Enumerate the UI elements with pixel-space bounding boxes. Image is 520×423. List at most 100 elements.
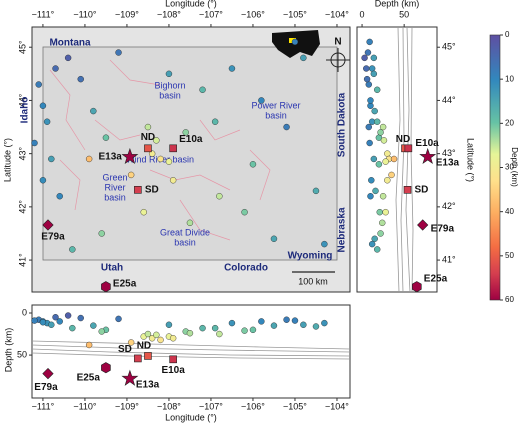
state-label: Utah [101, 263, 123, 274]
event [64, 312, 72, 319]
event [144, 330, 152, 338]
station-label: E10a [179, 134, 203, 145]
basin-label: basin [159, 90, 181, 100]
event [283, 123, 290, 131]
event [69, 324, 76, 332]
event [127, 171, 135, 179]
event [241, 327, 248, 334]
station-marker [121, 147, 139, 165]
event [153, 331, 160, 339]
colorbar-tick-label: 50 [505, 251, 514, 260]
event [321, 319, 328, 327]
event [375, 161, 383, 168]
event [371, 107, 378, 115]
event [85, 155, 93, 163]
event [270, 235, 278, 242]
event [165, 70, 173, 78]
state-label: Idaho [20, 97, 31, 124]
x-tick-label: −109° [115, 401, 139, 411]
event [291, 317, 299, 324]
station-label: ND [141, 132, 155, 143]
event [115, 49, 122, 56]
event [363, 75, 371, 83]
station-label: E79a [431, 224, 455, 235]
moho-lines [395, 26, 414, 293]
event [56, 193, 63, 200]
basin-label: Bighorn [154, 80, 185, 90]
colorbar-tick-label: 30 [505, 163, 514, 172]
y-tick-label: 42° [17, 200, 27, 214]
event [228, 65, 236, 72]
event [90, 107, 97, 115]
x-tick-label: −108° [157, 401, 181, 411]
basin-label: basin [265, 110, 287, 120]
station-label: E10a [415, 138, 439, 149]
colorbar-tick-label: 20 [505, 118, 514, 127]
y-tick-label: 45° [442, 42, 456, 52]
event [370, 54, 378, 62]
x-tick-label: −111° [32, 401, 55, 411]
station-label: SD [118, 344, 132, 355]
event [169, 335, 177, 342]
station-label: E13a [99, 151, 123, 162]
event [249, 326, 257, 334]
x-axis-label: Longitude (°) [165, 412, 217, 422]
event [379, 219, 386, 227]
event [368, 240, 376, 248]
event [140, 208, 147, 216]
x-tick-label: −104° [325, 9, 349, 19]
station-label: SD [415, 184, 429, 195]
y-axis-label: Depth (km) [3, 328, 13, 373]
y-tick-label: 41° [17, 253, 27, 267]
y-tick-label: 41° [442, 254, 456, 264]
y-tick-label: 0 [22, 307, 27, 317]
event [300, 321, 307, 328]
event [365, 123, 372, 131]
event [258, 97, 265, 104]
basin-label: basin [104, 192, 126, 202]
y-tick-label: 42° [442, 201, 456, 211]
station-marker [121, 369, 139, 386]
event [211, 324, 219, 332]
event [366, 38, 373, 46]
station-marker [169, 355, 177, 364]
x-tick-label: −109° [115, 9, 139, 19]
station-marker [134, 354, 142, 363]
event [77, 75, 84, 83]
x-tick-label: 50 [399, 9, 409, 19]
event [169, 177, 177, 184]
x-tick-label: −105° [283, 9, 307, 19]
x-tick-label: −107° [199, 9, 223, 19]
basin-label: Great Divide [160, 227, 210, 237]
event [211, 118, 219, 125]
x-tick-label: −104° [325, 401, 349, 411]
event [291, 38, 299, 46]
station-label: E25a [424, 273, 448, 284]
event [249, 161, 257, 168]
event [39, 319, 47, 326]
colorbar [489, 34, 501, 301]
x-axis-label: Longitude (°) [165, 0, 217, 8]
station-marker [417, 219, 429, 231]
station-marker [42, 219, 54, 231]
station-marker [169, 144, 177, 153]
station-marker [404, 144, 413, 153]
station-marker [412, 281, 422, 293]
station-label: E25a [77, 372, 101, 383]
north-label: N [334, 37, 341, 48]
event [377, 230, 384, 237]
event [69, 246, 76, 253]
event [370, 155, 378, 163]
station-marker [42, 367, 54, 380]
event [367, 102, 374, 109]
event [216, 330, 223, 338]
event [368, 65, 376, 72]
scale-label: 100 km [298, 276, 328, 286]
basin-label: Power River [251, 100, 300, 110]
x-tick-label: −106° [241, 9, 265, 19]
x-tick-label: −110° [73, 401, 97, 411]
station-marker [144, 144, 152, 153]
event [31, 139, 38, 147]
event [363, 65, 370, 72]
event [366, 139, 373, 147]
